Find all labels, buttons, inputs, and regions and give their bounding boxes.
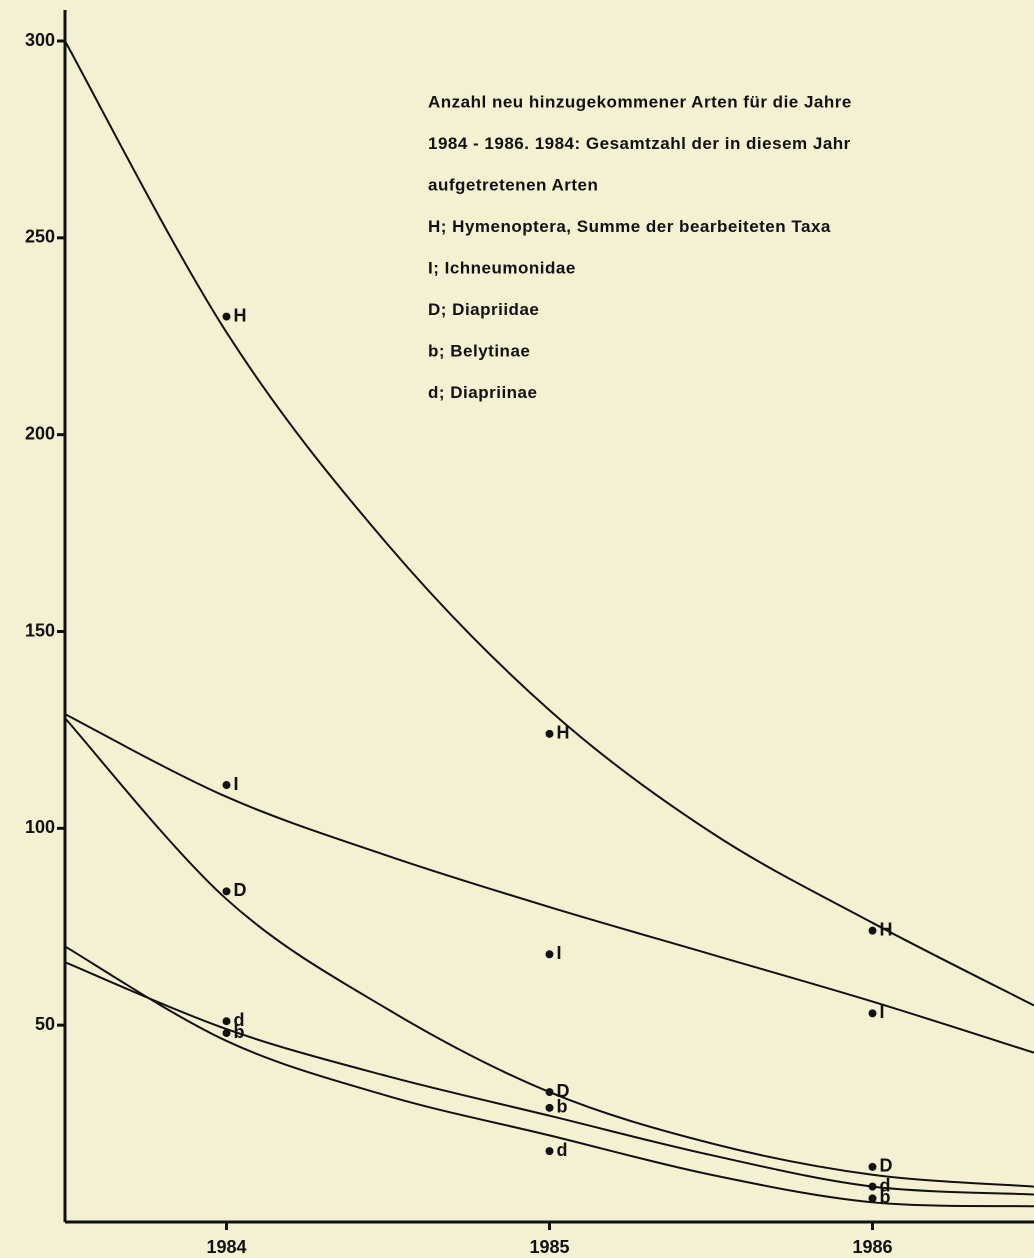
x-tick-label: 1985 xyxy=(529,1237,569,1257)
data-point xyxy=(222,1017,231,1026)
annotation-line: Anzahl neu hinzugekommener Arten für die… xyxy=(428,92,852,111)
x-tick-label: 1984 xyxy=(206,1237,246,1257)
y-tick-label: 250 xyxy=(25,227,55,247)
data-point xyxy=(222,887,231,896)
data-point xyxy=(222,781,231,790)
point-label: d xyxy=(234,1010,245,1030)
annotation-line: H; Hymenoptera, Summe der bearbeiteten T… xyxy=(428,217,831,236)
point-label: H xyxy=(557,723,570,743)
annotation-line: D; Diapriidae xyxy=(428,300,539,319)
data-point xyxy=(868,1182,877,1191)
data-point xyxy=(545,1147,554,1156)
point-label: I xyxy=(557,943,562,963)
data-point xyxy=(222,1029,231,1038)
data-point xyxy=(545,729,554,738)
annotation-line: b; Belytinae xyxy=(428,341,530,360)
point-label: d xyxy=(557,1140,568,1160)
data-point xyxy=(868,1194,877,1203)
annotation-line: 1984 - 1986. 1984: Gesamtzahl der in die… xyxy=(428,134,851,153)
data-point xyxy=(545,950,554,959)
y-tick-label: 200 xyxy=(25,423,55,443)
y-tick-label: 100 xyxy=(25,817,55,837)
y-tick-label: 300 xyxy=(25,30,55,50)
fit-curve xyxy=(64,40,1034,1007)
annotation-line: I; Ichneumonidae xyxy=(428,258,576,277)
annotation-line: d; Diapriinae xyxy=(428,383,537,402)
point-label: D xyxy=(557,1081,570,1101)
point-label: b xyxy=(557,1097,568,1117)
x-tick-label: 1986 xyxy=(852,1237,892,1257)
annotation-line: aufgetretenen Arten xyxy=(428,175,598,194)
data-point xyxy=(545,1103,554,1112)
point-label: b xyxy=(880,1187,891,1207)
point-label: I xyxy=(234,774,239,794)
y-tick-label: 150 xyxy=(25,620,55,640)
data-point xyxy=(222,312,231,321)
point-label: b xyxy=(234,1022,245,1042)
point-label: I xyxy=(880,1002,885,1022)
point-label: D xyxy=(234,880,247,900)
point-label: H xyxy=(234,305,247,325)
data-point xyxy=(868,926,877,935)
point-label: d xyxy=(880,1175,891,1195)
point-label: D xyxy=(880,1156,893,1176)
data-point xyxy=(868,1009,877,1018)
y-tick-label: 50 xyxy=(35,1014,55,1034)
data-point xyxy=(868,1162,877,1171)
fit-curve xyxy=(64,713,1034,1054)
point-label: H xyxy=(880,919,893,939)
data-point xyxy=(545,1088,554,1097)
fit-curve xyxy=(64,717,1034,1188)
